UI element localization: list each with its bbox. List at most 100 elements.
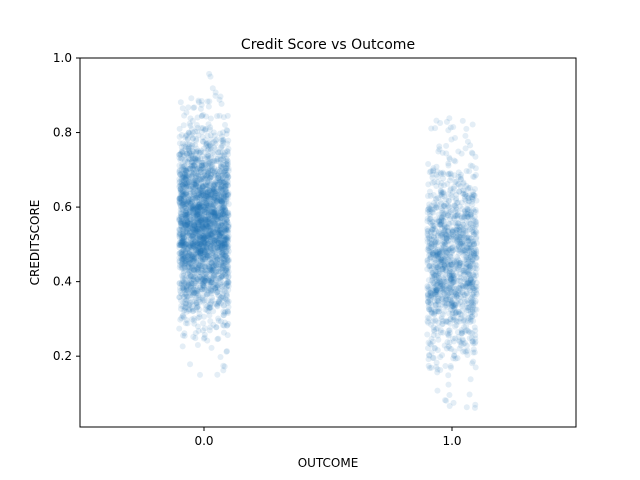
data-point	[428, 349, 435, 356]
data-point	[224, 171, 231, 178]
data-point	[207, 115, 214, 122]
data-point	[217, 153, 224, 160]
data-point	[189, 225, 196, 232]
data-point	[215, 315, 222, 322]
data-point	[207, 227, 214, 234]
data-point	[217, 229, 224, 236]
data-point	[176, 216, 183, 223]
data-point	[222, 252, 229, 259]
data-point	[222, 121, 228, 128]
data-point	[177, 156, 184, 163]
data-point	[212, 181, 219, 188]
data-point	[177, 99, 184, 106]
data-point	[198, 192, 205, 199]
data-point	[205, 121, 212, 128]
data-point	[200, 206, 207, 213]
data-point	[206, 200, 213, 207]
data-point	[203, 246, 210, 253]
data-point	[218, 223, 225, 230]
data-point	[211, 249, 218, 256]
data-point	[215, 237, 222, 244]
data-point	[182, 133, 189, 140]
data-point	[203, 221, 210, 228]
data-point	[220, 264, 227, 271]
data-point	[182, 304, 189, 311]
data-point	[209, 263, 216, 270]
data-point	[193, 148, 200, 155]
data-point	[188, 152, 195, 159]
data-point	[225, 320, 232, 327]
data-point	[198, 286, 205, 293]
data-point	[196, 201, 203, 208]
data-point	[219, 269, 226, 276]
data-point	[456, 188, 463, 195]
data-point	[435, 148, 442, 155]
data-point	[200, 172, 207, 179]
data-point	[221, 260, 228, 267]
data-point	[195, 249, 202, 256]
data-point	[221, 224, 228, 231]
data-point	[218, 196, 225, 203]
data-point	[199, 263, 206, 270]
data-point	[205, 263, 212, 270]
data-point	[473, 197, 480, 204]
data-point	[220, 195, 227, 202]
data-point	[200, 238, 207, 245]
data-point	[192, 335, 199, 342]
data-point	[177, 242, 184, 249]
data-point	[214, 197, 221, 204]
data-point	[212, 242, 219, 249]
data-point	[213, 175, 220, 182]
data-point	[179, 187, 186, 194]
data-point	[182, 320, 189, 327]
data-point	[178, 220, 185, 227]
data-point	[450, 124, 457, 131]
data-point	[472, 222, 479, 229]
data-point	[221, 184, 228, 191]
data-point	[191, 315, 198, 322]
data-point	[204, 235, 211, 242]
data-point	[188, 172, 195, 179]
data-point	[206, 155, 213, 162]
data-point	[443, 142, 450, 149]
data-point	[216, 232, 223, 239]
data-point	[192, 238, 198, 245]
data-point	[219, 200, 226, 207]
data-point	[187, 115, 194, 122]
data-point	[209, 249, 216, 256]
data-point	[208, 192, 215, 199]
data-point	[208, 266, 215, 273]
data-point	[204, 216, 211, 223]
data-point	[224, 161, 231, 168]
data-point	[190, 181, 197, 188]
data-point	[220, 211, 227, 218]
data-point	[216, 293, 223, 300]
data-point	[188, 253, 195, 260]
data-point	[197, 180, 204, 187]
data-point	[190, 170, 197, 177]
data-point	[219, 212, 226, 219]
data-point	[190, 276, 197, 283]
data-point	[178, 206, 185, 213]
data-point	[224, 332, 231, 339]
data-point	[211, 211, 218, 218]
data-point	[190, 226, 197, 233]
data-point	[186, 150, 193, 157]
data-point	[452, 212, 459, 219]
data-point	[430, 209, 437, 216]
data-point	[212, 211, 219, 218]
data-point	[224, 250, 231, 257]
data-point	[444, 212, 451, 219]
data-point	[176, 154, 183, 161]
data-point	[217, 223, 224, 230]
data-point	[186, 207, 193, 214]
data-point	[202, 239, 209, 246]
data-point	[176, 194, 183, 201]
data-point	[222, 253, 229, 260]
data-point	[194, 260, 201, 267]
data-point	[222, 196, 229, 203]
data-point	[183, 150, 190, 157]
data-point	[192, 177, 199, 184]
data-point	[205, 240, 212, 247]
data-point	[200, 196, 207, 203]
